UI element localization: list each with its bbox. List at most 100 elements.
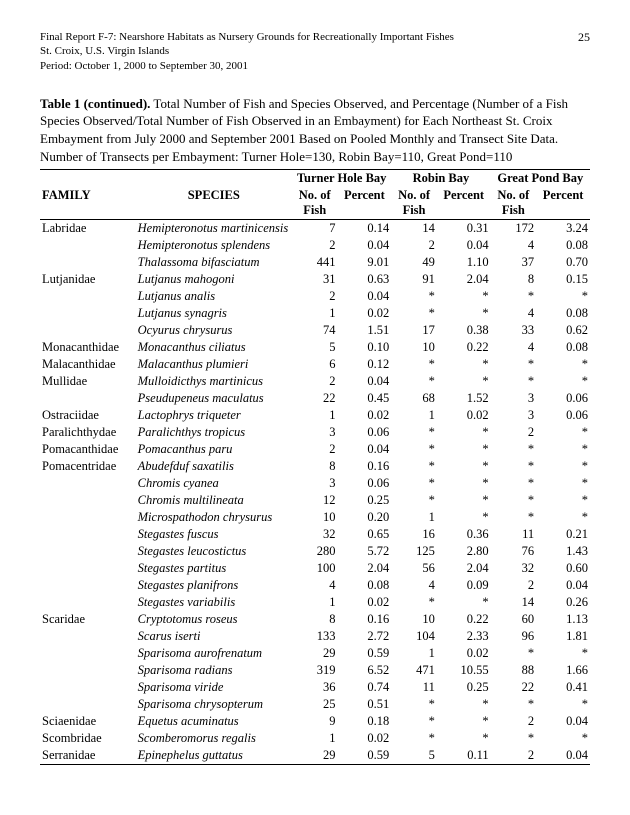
th-no: 1: [292, 730, 338, 747]
rb-pct: 0.02: [437, 407, 491, 424]
rb-pct: *: [437, 594, 491, 611]
table-body: LabridaeHemipteronotus martinicensis70.1…: [40, 220, 590, 765]
gp-no: 37: [491, 254, 537, 271]
family-cell: Scombridae: [40, 730, 136, 747]
rb-pct: *: [437, 424, 491, 441]
rb-pct: *: [437, 305, 491, 322]
header-line3: Period: October 1, 2000 to September 30,…: [40, 59, 454, 73]
family-cell: [40, 560, 136, 577]
no-hdr: No. of Fish: [491, 187, 537, 220]
rb-pct: *: [437, 458, 491, 475]
th-pct: 0.02: [338, 305, 392, 322]
gp-pct: 0.41: [536, 679, 590, 696]
th-no: 36: [292, 679, 338, 696]
gp-no: 4: [491, 339, 537, 356]
th-no: 2: [292, 373, 338, 390]
rb-no: 5: [391, 747, 437, 765]
th-pct: 0.02: [338, 407, 392, 424]
family-cell: [40, 543, 136, 560]
rb-pct: *: [437, 730, 491, 747]
species-cell: Pseudupeneus maculatus: [136, 390, 292, 407]
th-no: 133: [292, 628, 338, 645]
th-pct: 0.10: [338, 339, 392, 356]
gp-no: 2: [491, 424, 537, 441]
gp-no: 11: [491, 526, 537, 543]
family-cell: Serranidae: [40, 747, 136, 765]
table-row: Stegastes fuscus320.65160.36110.21: [40, 526, 590, 543]
rb-pct: 2.80: [437, 543, 491, 560]
gp-pct: *: [536, 356, 590, 373]
rb-pct: *: [437, 356, 491, 373]
species-cell: Pomacanthus paru: [136, 441, 292, 458]
caption-label: Table 1 (continued).: [40, 96, 150, 111]
gp-pct: *: [536, 730, 590, 747]
gp-pct: *: [536, 475, 590, 492]
th-pct: 0.74: [338, 679, 392, 696]
gp-no: *: [491, 696, 537, 713]
table-row: ParalichthydaeParalichthys tropicus30.06…: [40, 424, 590, 441]
gp-pct: 0.21: [536, 526, 590, 543]
family-cell: [40, 509, 136, 526]
species-cell: Lutjanus mahogoni: [136, 271, 292, 288]
th-no: 2: [292, 237, 338, 254]
family-cell: [40, 679, 136, 696]
th-pct: 2.72: [338, 628, 392, 645]
th-pct: 0.18: [338, 713, 392, 730]
species-cell: Lutjanus analis: [136, 288, 292, 305]
rb-pct: 2.04: [437, 560, 491, 577]
rb-no: *: [391, 424, 437, 441]
table-row: Sparisoma chrysopterum250.51****: [40, 696, 590, 713]
species-cell: Sparisoma chrysopterum: [136, 696, 292, 713]
family-cell: Mullidae: [40, 373, 136, 390]
species-cell: Abudefduf saxatilis: [136, 458, 292, 475]
gp-pct: *: [536, 441, 590, 458]
table-row: Microspathodon chrysurus100.201***: [40, 509, 590, 526]
species-cell: Chromis cyanea: [136, 475, 292, 492]
th-pct: 2.04: [338, 560, 392, 577]
table-row: Hemipteronotus splendens20.0420.0440.08: [40, 237, 590, 254]
rb-no: 14: [391, 220, 437, 238]
gp-pct: 0.06: [536, 407, 590, 424]
species-cell: Stegastes planifrons: [136, 577, 292, 594]
family-cell: [40, 645, 136, 662]
species-cell: Hemipteronotus splendens: [136, 237, 292, 254]
th-pct: 6.52: [338, 662, 392, 679]
th-no: 29: [292, 747, 338, 765]
table-row: ScaridaeCryptotomus roseus80.16100.22601…: [40, 611, 590, 628]
th-pct: 5.72: [338, 543, 392, 560]
gp-pct: *: [536, 288, 590, 305]
col-header-row: FAMILY SPECIES No. of Fish Percent No. o…: [40, 187, 590, 220]
family-cell: Pomacentridae: [40, 458, 136, 475]
site-hdr-turner: Turner Hole Bay: [292, 170, 391, 188]
gp-no: *: [491, 441, 537, 458]
rb-pct: *: [437, 475, 491, 492]
rb-pct: 0.22: [437, 339, 491, 356]
table-row: Stegastes leucostictus2805.721252.80761.…: [40, 543, 590, 560]
species-cell: Stegastes partitus: [136, 560, 292, 577]
th-no: 31: [292, 271, 338, 288]
th-no: 280: [292, 543, 338, 560]
species-cell: Monacanthus ciliatus: [136, 339, 292, 356]
page-number: 25: [578, 30, 590, 73]
fish-data-table: Turner Hole Bay Robin Bay Great Pond Bay…: [40, 169, 590, 765]
gp-no: 2: [491, 747, 537, 765]
th-pct: 0.65: [338, 526, 392, 543]
th-no: 25: [292, 696, 338, 713]
th-pct: 0.16: [338, 458, 392, 475]
rb-pct: *: [437, 288, 491, 305]
th-pct: 0.04: [338, 237, 392, 254]
table-row: MonacanthidaeMonacanthus ciliatus50.1010…: [40, 339, 590, 356]
rb-no: 4: [391, 577, 437, 594]
th-no: 12: [292, 492, 338, 509]
th-pct: 0.04: [338, 373, 392, 390]
th-no: 74: [292, 322, 338, 339]
family-cell: Labridae: [40, 220, 136, 238]
table-row: SciaenidaeEquetus acuminatus90.18**20.04: [40, 713, 590, 730]
species-cell: Chromis multilineata: [136, 492, 292, 509]
rb-pct: 0.36: [437, 526, 491, 543]
gp-no: 4: [491, 305, 537, 322]
rb-pct: *: [437, 373, 491, 390]
table-row: Sparisoma radians3196.5247110.55881.66: [40, 662, 590, 679]
species-cell: Thalassoma bifasciatum: [136, 254, 292, 271]
th-pct: 0.06: [338, 475, 392, 492]
